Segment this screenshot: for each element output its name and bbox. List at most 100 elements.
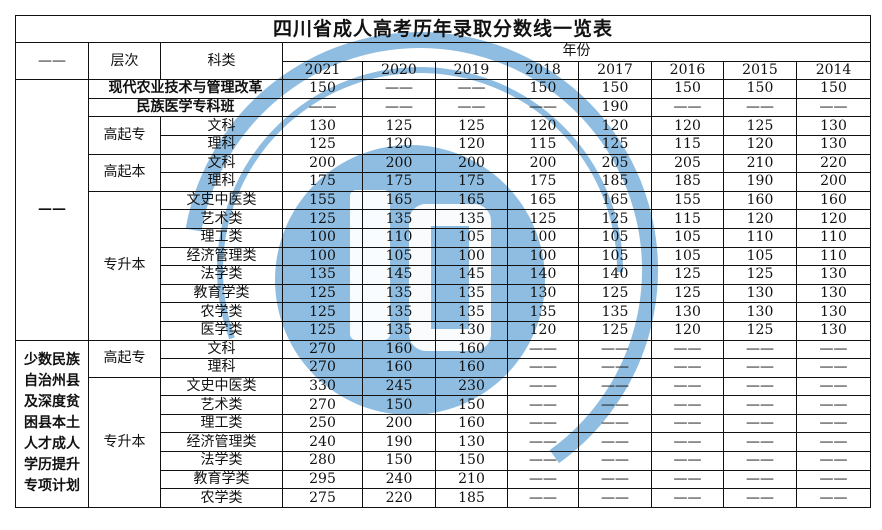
score-cell: 135	[362, 283, 436, 304]
table-row: —— 现代农业技术与管理改革 150 —— —— 150 150 150 150 150	[15, 79, 872, 341]
score-cell: 125	[578, 320, 652, 341]
score-cell: ——	[723, 413, 797, 434]
score-cell: ——	[795, 488, 872, 508]
subject-cell: 文科	[160, 339, 283, 360]
score-cell: 165	[507, 190, 579, 211]
header-row: —— 层次 科类 年份	[15, 41, 872, 81]
score-cell: ——	[651, 432, 724, 453]
score-cell: 280	[282, 451, 363, 471]
score-cell: ——	[795, 376, 872, 397]
score-cell: 160	[435, 413, 508, 434]
score-cell: 140	[578, 265, 652, 285]
subject-cell: 文科	[160, 116, 283, 136]
admission-score-table: 四川省成人高考历年录取分数线一览表 —— 层次 科类 年份 2021 2020 20…	[14, 15, 872, 508]
score-cell: 130	[651, 302, 724, 322]
level-cell: 专升本	[88, 376, 161, 508]
score-cell: ——	[578, 395, 652, 415]
group-label-line: 自治州县	[24, 373, 80, 390]
score-cell: ——	[282, 97, 363, 118]
score-cell: 190	[578, 97, 652, 118]
score-cell: ——	[651, 339, 724, 360]
score-cell: 200	[362, 153, 436, 174]
score-cell: ——	[507, 358, 579, 378]
score-cell: 120	[795, 209, 872, 229]
score-cell: 230	[435, 376, 508, 397]
header-year: 2018	[507, 60, 579, 81]
score-cell: 135	[362, 320, 436, 341]
score-cell: 175	[435, 172, 508, 192]
score-cell: ——	[507, 97, 579, 118]
score-cell: 200	[435, 153, 508, 174]
score-cell: 105	[578, 246, 652, 267]
score-cell: 105	[578, 227, 652, 248]
score-cell: 165	[435, 190, 508, 211]
subject-cell: 文史中医类	[160, 190, 283, 211]
header-year: 2015	[723, 60, 797, 81]
score-cell: 105	[651, 246, 724, 267]
score-cell: ——	[651, 413, 724, 434]
score-cell: ——	[507, 451, 579, 471]
score-cell: 110	[723, 227, 797, 248]
score-cell: 155	[282, 190, 363, 211]
subject-cell: 经济管理类	[160, 432, 283, 453]
score-cell: 125	[578, 134, 652, 155]
score-cell: 135	[507, 302, 579, 322]
score-cell: 100	[282, 227, 363, 248]
score-cell: ——	[578, 376, 652, 397]
score-cell: 100	[282, 246, 363, 267]
score-cell: ——	[507, 413, 579, 434]
score-cell: 130	[723, 283, 797, 304]
score-cell: 190	[362, 432, 436, 453]
score-cell: 220	[795, 153, 872, 174]
score-cell: ——	[507, 395, 579, 415]
score-cell: 245	[362, 376, 436, 397]
score-cell: 150	[435, 395, 508, 415]
score-cell: 120	[507, 320, 579, 341]
score-cell: 185	[578, 172, 652, 192]
score-cell: 160	[435, 358, 508, 378]
score-cell: 135	[435, 209, 508, 229]
score-cell: 110	[362, 227, 436, 248]
score-cell: 140	[507, 265, 579, 285]
level-cell: 专升本	[88, 190, 161, 341]
score-cell: 295	[282, 469, 363, 490]
subject-cell: 医学类	[160, 320, 283, 341]
score-cell: 185	[651, 172, 724, 192]
score-cell: 210	[435, 469, 508, 490]
score-cell: 125	[435, 116, 508, 136]
program-cell: 现代农业技术与管理改革	[88, 79, 283, 99]
score-cell: 100	[435, 246, 508, 267]
score-cell: 120	[723, 134, 797, 155]
score-cell: 150	[795, 79, 872, 99]
score-cell: 130	[282, 116, 363, 136]
subject-cell: 理工类	[160, 227, 283, 248]
group-cell: ——	[15, 79, 89, 341]
header-year: 2014	[795, 60, 872, 81]
score-cell: ——	[795, 451, 872, 471]
score-cell: 130	[435, 320, 508, 341]
subject-cell: 法学类	[160, 265, 283, 285]
level-cell: 高起专	[88, 116, 161, 155]
subject-cell: 理科	[160, 172, 283, 192]
score-cell: 120	[578, 116, 652, 136]
score-cell: 120	[651, 116, 724, 136]
score-cell: 150	[507, 79, 579, 99]
score-cell: 150	[723, 79, 797, 99]
subject-cell: 教育学类	[160, 283, 283, 304]
score-cell: 125	[282, 209, 363, 229]
score-cell: ——	[578, 469, 652, 490]
score-cell: ——	[578, 358, 652, 378]
score-cell: 105	[362, 246, 436, 267]
group-cell: 少数民族 自治州县 及深度贫 困县本土 人才成人 学历提升 专项计划	[15, 339, 89, 508]
score-cell: 105	[651, 227, 724, 248]
header-year: 2021	[282, 60, 363, 81]
header-level: 层次	[88, 41, 161, 81]
score-cell: 130	[795, 283, 872, 304]
score-cell: 120	[362, 134, 436, 155]
score-cell: ——	[723, 432, 797, 453]
score-cell: ——	[362, 79, 436, 99]
score-cell: ——	[723, 451, 797, 471]
table-row: 高起专 文科 130 125 125 120 120 120 125 130	[16, 116, 872, 155]
score-cell: ——	[435, 79, 508, 99]
score-cell: ——	[795, 432, 872, 453]
